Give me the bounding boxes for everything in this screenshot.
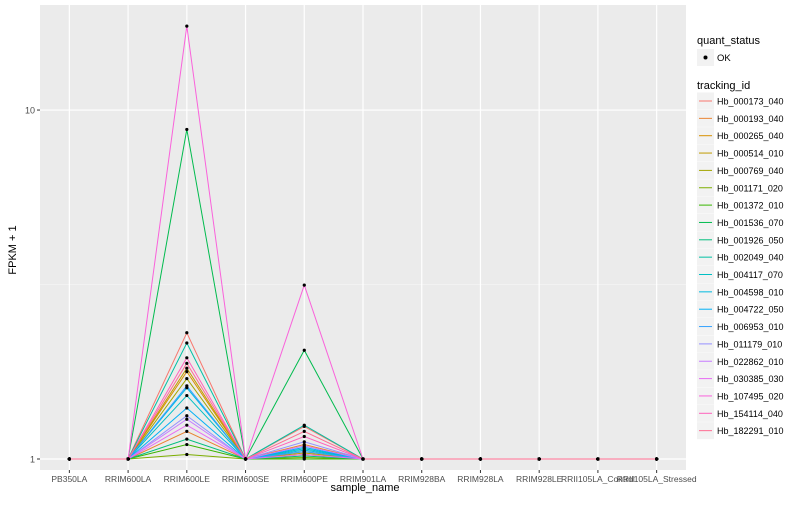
x-axis-title: sample_name (330, 482, 399, 494)
data-point (302, 452, 306, 457)
data-point (302, 444, 306, 448)
series-legend-label: Hb_182291_010 (717, 426, 784, 436)
x-tick-label: RRIM600LA (105, 474, 152, 484)
data-point (655, 457, 659, 461)
series-legend-label: Hb_004117_070 (717, 270, 783, 280)
series-legend-label: Hb_000265_040 (717, 131, 784, 141)
data-point (185, 442, 189, 447)
data-point (596, 457, 600, 461)
status-legend-title: quant_status (697, 35, 760, 47)
data-point (185, 452, 189, 457)
y-axis-title: FPKM + 1 (7, 225, 19, 274)
data-point (185, 437, 189, 441)
data-point (185, 376, 189, 381)
series-legend-label: Hb_022862_010 (717, 357, 784, 367)
data-point (185, 393, 189, 398)
data-point (302, 450, 306, 454)
series-legend-label: Hb_004598_010 (717, 287, 784, 297)
series-legend-label: Hb_030385_030 (717, 374, 784, 384)
data-point (185, 423, 189, 427)
data-point (243, 457, 248, 461)
data-point (302, 457, 306, 461)
series-legend-label: Hb_154114_040 (717, 409, 783, 419)
series-legend-label: Hb_000514_010 (717, 149, 784, 159)
data-point (185, 356, 189, 360)
data-point (302, 440, 306, 444)
data-point (302, 429, 306, 433)
data-point (302, 283, 306, 287)
x-tick-label: RRIM928LA (457, 474, 504, 484)
grid-layer (40, 5, 686, 470)
data-point (185, 417, 189, 421)
x-tick-label: RRIM928LE (516, 474, 563, 484)
series-legend-label: Hb_001536_070 (717, 218, 784, 228)
x-tick-label: RRII105LA_Control (561, 474, 635, 484)
data-point (185, 341, 189, 345)
data-point (185, 127, 189, 132)
data-point (420, 457, 424, 461)
series-legend-label: Hb_006953_010 (717, 322, 784, 332)
x-tick-label: PB350LA (51, 474, 87, 484)
x-tick-label: RRII105LA_Stressed (617, 474, 697, 484)
series-legend-label: Hb_001372_010 (717, 201, 784, 211)
axis-layer: 1 10 PB350LA RRIM600LA RRIM600LE RRIM600SE RRI… (25, 106, 697, 484)
series-legend-label: Hb_001171_020 (717, 183, 783, 193)
series-legend-label: Hb_000769_040 (717, 166, 784, 176)
x-tick-label: RRIM600LE (164, 474, 211, 484)
data-point (302, 434, 306, 439)
data-point (185, 366, 189, 370)
y-tick-label: 10 (25, 106, 35, 116)
series-legend-label: Hb_011179_010 (717, 339, 782, 349)
data-point (185, 331, 189, 335)
data-point (185, 384, 189, 388)
series-legend-label: Hb_001926_050 (717, 235, 784, 245)
x-tick-label: RRIM600PE (281, 474, 329, 484)
y-tick-label: 1 (30, 455, 35, 465)
series-legend-label: Hb_000173_040 (717, 97, 784, 107)
data-point (126, 457, 130, 461)
data-point (302, 423, 306, 427)
series-legend-label: Hb_002049_040 (717, 253, 784, 263)
data-point (478, 457, 483, 461)
legend: quant_status tracking_id OK Hb_000173_040… (697, 35, 784, 440)
x-tick-label: RRIM928BA (398, 474, 446, 484)
data-point (537, 457, 541, 461)
data-point (361, 457, 365, 461)
status-legend-label: OK (717, 53, 731, 64)
x-tick-label: RRIM600SE (222, 474, 270, 484)
data-point (67, 457, 71, 461)
data-point (185, 361, 189, 365)
x-tick-label: RRIM901LA (340, 474, 387, 484)
data-point (185, 370, 189, 374)
series-legend-title: tracking_id (697, 80, 750, 92)
data-point (185, 414, 189, 418)
data-point (185, 406, 189, 410)
data-point (185, 429, 189, 433)
data-point (302, 348, 306, 352)
point-layer (67, 24, 659, 461)
legend-key-point (703, 55, 708, 60)
series-legend-label: Hb_004722_050 (717, 305, 784, 315)
data-point (185, 24, 189, 28)
series-legend-label: Hb_000193_040 (717, 114, 784, 124)
series-legend-label: Hb_107495_020 (717, 391, 784, 401)
